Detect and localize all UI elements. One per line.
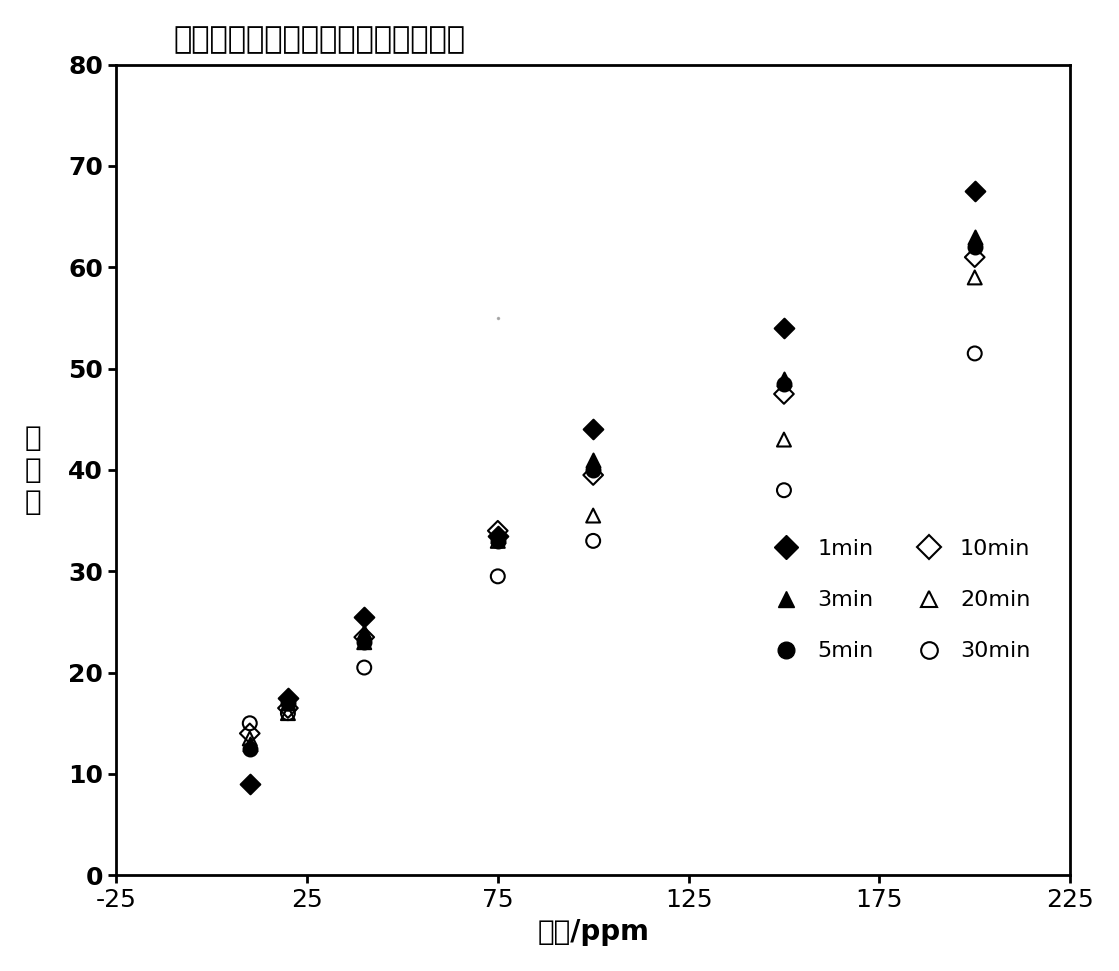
Point: [241, 741, 258, 756]
Point: [489, 528, 507, 544]
Point: [279, 695, 297, 711]
Point: [489, 533, 507, 549]
Point: [584, 462, 602, 478]
Point: [584, 467, 602, 483]
Point: [584, 508, 602, 523]
Point: [775, 320, 793, 336]
Text: 不同显色时间下的标准溶液信号响应: 不同显色时间下的标准溶液信号响应: [173, 25, 466, 54]
Y-axis label: 灰
度
值: 灰 度 值: [25, 423, 41, 517]
Point: [279, 695, 297, 711]
Point: [241, 716, 258, 731]
Point: [489, 523, 507, 539]
Point: [489, 569, 507, 585]
Point: [775, 432, 793, 448]
Point: [966, 229, 984, 245]
Point: [966, 270, 984, 285]
Point: [584, 452, 602, 468]
Point: [356, 609, 374, 624]
Point: [356, 624, 374, 640]
X-axis label: 浓度/ppm: 浓度/ppm: [537, 918, 649, 946]
Point: [356, 629, 374, 645]
Point: [356, 634, 374, 650]
Point: [775, 376, 793, 391]
Point: [489, 528, 507, 544]
Point: [241, 736, 258, 752]
Point: [241, 725, 258, 741]
Point: [489, 533, 507, 549]
Legend: 1min, 3min, 5min, 10min, 20min, 30min: 1min, 3min, 5min, 10min, 20min, 30min: [764, 539, 1031, 661]
Point: [241, 776, 258, 791]
Point: [966, 250, 984, 265]
Point: [584, 533, 602, 549]
Point: [279, 690, 297, 706]
Point: [966, 184, 984, 199]
Point: [279, 705, 297, 720]
Point: [356, 659, 374, 675]
Point: [584, 421, 602, 437]
Point: [775, 386, 793, 402]
Point: [279, 700, 297, 716]
Point: [241, 731, 258, 747]
Point: [356, 634, 374, 650]
Point: [775, 483, 793, 498]
Point: [966, 239, 984, 254]
Point: [966, 346, 984, 361]
Point: [775, 371, 793, 386]
Point: [279, 705, 297, 720]
